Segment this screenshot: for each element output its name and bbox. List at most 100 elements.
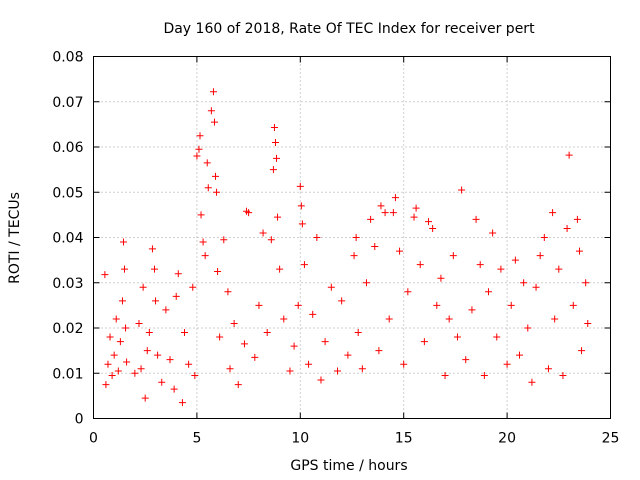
data-point	[224, 288, 232, 296]
data-point	[358, 365, 366, 373]
data-point	[104, 360, 112, 368]
data-point	[327, 283, 335, 291]
y-tick-label: 0.05	[52, 185, 83, 201]
data-point	[528, 378, 536, 386]
data-point	[429, 224, 437, 232]
x-tick-label: 5	[192, 431, 201, 447]
data-point	[240, 340, 248, 348]
grid	[93, 56, 611, 419]
data-point	[269, 166, 277, 174]
data-point	[582, 279, 590, 287]
y-tick-label: 0.01	[52, 366, 83, 382]
data-point	[234, 381, 242, 389]
data-point	[298, 220, 306, 228]
y-tick-label: 0.04	[52, 231, 83, 247]
data-point	[449, 252, 457, 260]
data-point	[209, 88, 217, 96]
data-point	[354, 329, 362, 337]
data-point	[578, 347, 586, 355]
data-point	[131, 369, 139, 377]
data-point	[305, 360, 313, 368]
data-point	[362, 279, 370, 287]
data-point	[404, 288, 412, 296]
y-axis-label: ROTI / TECUs	[7, 192, 23, 284]
data-point	[367, 215, 375, 223]
data-point	[573, 215, 581, 223]
x-axis-label: GPS time / hours	[290, 458, 407, 474]
data-point	[410, 213, 418, 221]
x-axis: 0 5 10 15 20 25	[89, 56, 619, 447]
data-point	[212, 172, 220, 180]
data-point	[118, 297, 126, 305]
y-tick-label: 0.06	[52, 140, 83, 156]
data-point	[151, 265, 159, 273]
data-points	[101, 88, 592, 407]
data-point	[458, 186, 466, 194]
data-point	[420, 338, 428, 346]
data-point	[375, 347, 383, 355]
y-tick-label: 0.02	[52, 321, 83, 337]
data-point	[114, 367, 122, 375]
data-point	[381, 209, 389, 217]
data-point	[476, 261, 484, 269]
data-point	[108, 372, 116, 380]
data-point	[321, 338, 329, 346]
data-point	[286, 367, 294, 375]
y-tick-label: 0.07	[52, 95, 83, 111]
data-point	[294, 301, 302, 309]
data-point	[371, 243, 379, 251]
data-point	[158, 378, 166, 386]
data-point	[563, 224, 571, 232]
data-point	[276, 265, 284, 273]
data-point	[185, 360, 193, 368]
x-tick-label: 0	[89, 431, 98, 447]
data-point	[220, 236, 228, 244]
data-point	[377, 202, 385, 210]
data-point	[267, 236, 275, 244]
data-point	[559, 372, 567, 380]
data-point	[536, 252, 544, 260]
data-point	[389, 209, 397, 217]
data-point	[216, 333, 224, 341]
data-point	[584, 319, 592, 327]
data-point	[201, 252, 209, 260]
data-point	[462, 356, 470, 364]
data-point	[484, 288, 492, 296]
data-point	[197, 211, 205, 219]
data-point	[516, 351, 524, 359]
y-tick-label: 0	[75, 412, 84, 428]
data-point	[170, 385, 178, 393]
data-point	[468, 306, 476, 314]
data-point	[154, 351, 162, 359]
data-point	[135, 319, 143, 327]
data-point	[204, 184, 212, 192]
data-point	[199, 238, 207, 246]
data-point	[524, 324, 532, 332]
data-point	[230, 319, 238, 327]
data-point	[300, 261, 308, 269]
data-point	[385, 315, 393, 323]
data-point	[273, 154, 281, 162]
data-point	[313, 234, 321, 241]
data-point	[143, 347, 151, 355]
data-point	[145, 329, 153, 337]
data-point	[565, 151, 573, 159]
data-point	[152, 297, 160, 305]
data-point	[112, 315, 120, 323]
data-point	[290, 342, 298, 350]
data-point	[255, 301, 263, 309]
data-point	[110, 351, 118, 359]
data-point	[334, 367, 342, 375]
data-point	[101, 271, 109, 279]
data-point	[575, 247, 583, 255]
data-point	[437, 274, 445, 282]
data-point	[489, 229, 497, 237]
data-point	[196, 132, 204, 140]
data-point	[195, 145, 203, 153]
data-point	[116, 338, 124, 346]
data-point	[412, 204, 420, 212]
data-point	[245, 209, 253, 217]
data-point	[178, 399, 186, 407]
data-point	[297, 202, 305, 210]
data-point	[507, 301, 515, 309]
